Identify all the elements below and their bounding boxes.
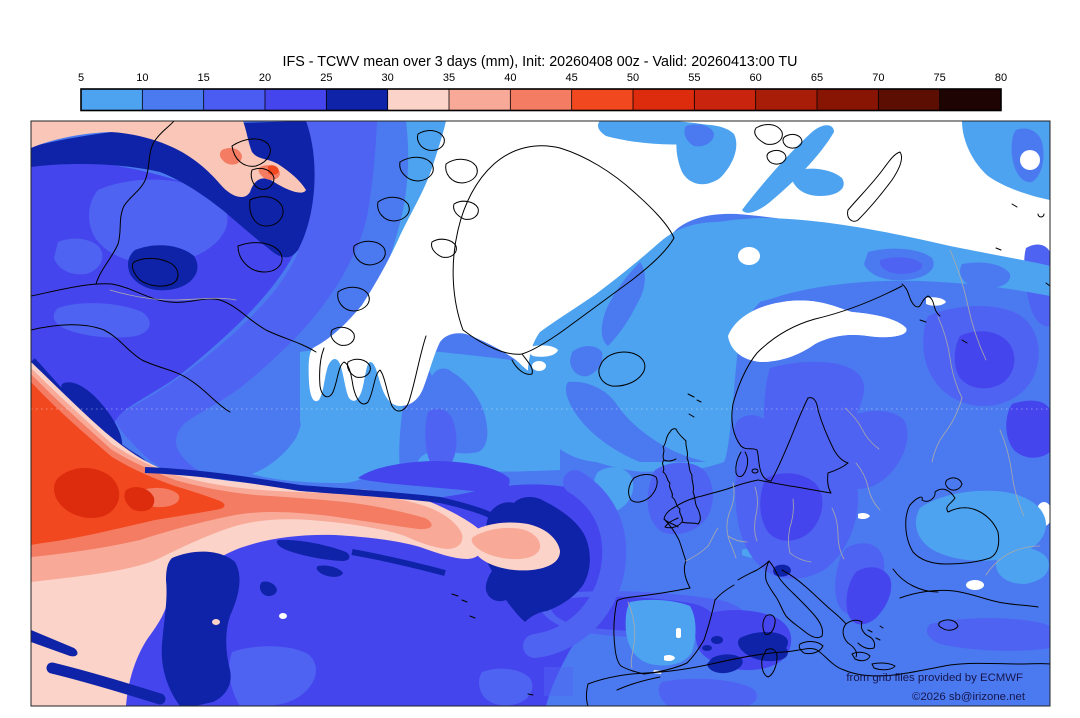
svg-text:5: 5: [78, 72, 84, 84]
svg-text:55: 55: [688, 72, 700, 84]
svg-text:©2026 sb@irizone.net: ©2026 sb@irizone.net: [912, 691, 1026, 703]
svg-text:15: 15: [198, 72, 210, 84]
svg-text:60: 60: [750, 72, 762, 84]
svg-text:from grib files provided by EC: from grib files provided by ECMWF: [846, 672, 1023, 684]
svg-text:50: 50: [627, 72, 639, 84]
svg-text:IFS - TCWV mean over 3 days (m: IFS - TCWV mean over 3 days (mm), Init: …: [283, 54, 798, 70]
svg-text:65: 65: [811, 72, 823, 84]
svg-text:10: 10: [136, 72, 148, 84]
svg-text:25: 25: [320, 72, 332, 84]
svg-text:70: 70: [872, 72, 884, 84]
svg-text:40: 40: [504, 72, 516, 84]
svg-text:75: 75: [934, 72, 946, 84]
svg-text:20: 20: [259, 72, 271, 84]
svg-text:45: 45: [566, 72, 578, 84]
svg-text:30: 30: [382, 72, 394, 84]
svg-text:35: 35: [443, 72, 455, 84]
svg-text:80: 80: [995, 72, 1007, 84]
